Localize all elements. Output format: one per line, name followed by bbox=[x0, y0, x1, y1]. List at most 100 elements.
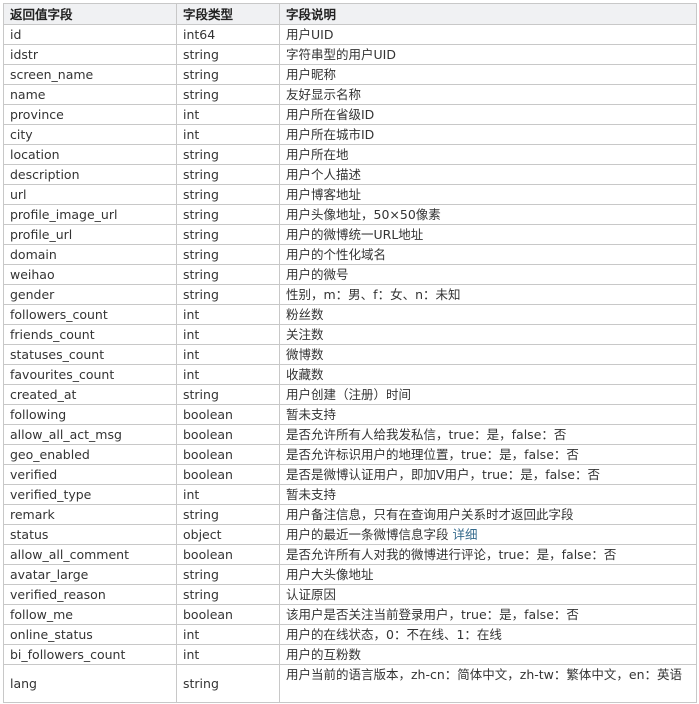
header-field: 返回值字段 bbox=[3, 3, 177, 25]
field-description: 该用户是否关注当前登录用户，true：是，false：否 bbox=[279, 604, 697, 625]
table-row: idstr string 字符串型的用户UID bbox=[3, 44, 697, 65]
field-type: int bbox=[176, 644, 280, 665]
field-name-text: location bbox=[10, 147, 60, 162]
field-name-text: created_at bbox=[10, 387, 77, 402]
field-type: boolean bbox=[176, 424, 280, 445]
field-name: weihao bbox=[3, 264, 177, 285]
field-name: avatar_large bbox=[3, 564, 177, 585]
field-description-text: 性别，m：男、f：女、n：未知 bbox=[286, 287, 461, 302]
field-name: domain bbox=[3, 244, 177, 265]
status-detail-link[interactable]: 详细 bbox=[452, 527, 478, 542]
field-description: 用户昵称 bbox=[279, 64, 697, 85]
field-name-text: following bbox=[10, 407, 67, 422]
table-row: online_status int 用户的在线状态，0：不在线、1：在线 bbox=[3, 624, 697, 645]
field-description-text: 用户UID bbox=[286, 27, 334, 42]
field-type: string bbox=[176, 584, 280, 605]
field-type-text: string bbox=[183, 147, 219, 162]
field-type: boolean bbox=[176, 544, 280, 565]
field-type-text: boolean bbox=[183, 447, 233, 462]
table-row: url string 用户博客地址 bbox=[3, 184, 697, 205]
field-description-text: 暂未支持 bbox=[286, 487, 337, 502]
field-description-text: 用户当前的语言版本，zh-cn：简体中文，zh-tw：繁体中文，en：英语 bbox=[286, 667, 683, 682]
field-type: boolean bbox=[176, 464, 280, 485]
field-type-text: int bbox=[183, 627, 200, 642]
field-type: string bbox=[176, 224, 280, 245]
field-name: online_status bbox=[3, 624, 177, 645]
table-row: verified_type int 暂未支持 bbox=[3, 484, 697, 505]
field-description: 用户所在省级ID bbox=[279, 104, 697, 125]
field-description: 用户的微号 bbox=[279, 264, 697, 285]
field-description: 用户创建（注册）时间 bbox=[279, 384, 697, 405]
field-description-text: 认证原因 bbox=[286, 587, 337, 602]
field-name-text: profile_url bbox=[10, 227, 73, 242]
field-description-text: 用户所在城市ID bbox=[286, 127, 375, 142]
field-description-text: 用户备注信息，只有在查询用户关系时才返回此字段 bbox=[286, 507, 574, 522]
field-description-text: 用户的微号 bbox=[286, 267, 349, 282]
field-type-text: string bbox=[183, 187, 219, 202]
field-description-text: 是否允许所有人对我的微博进行评论，true：是，false：否 bbox=[286, 547, 617, 562]
field-type-text: int bbox=[183, 367, 200, 382]
table-row: created_at string 用户创建（注册）时间 bbox=[3, 384, 697, 405]
field-name: idstr bbox=[3, 44, 177, 65]
field-type-text: string bbox=[183, 587, 219, 602]
field-type-text: int bbox=[183, 487, 200, 502]
field-name-text: statuses_count bbox=[10, 347, 105, 362]
field-description-text: 该用户是否关注当前登录用户，true：是，false：否 bbox=[286, 607, 579, 622]
field-type: int bbox=[176, 364, 280, 385]
field-name-text: bi_followers_count bbox=[10, 647, 126, 662]
field-name: gender bbox=[3, 284, 177, 305]
field-description: 微博数 bbox=[279, 344, 697, 365]
field-description: 是否是微博认证用户，即加V用户，true：是，false：否 bbox=[279, 464, 697, 485]
field-description: 用户的互粉数 bbox=[279, 644, 697, 665]
field-description: 用户的在线状态，0：不在线、1：在线 bbox=[279, 624, 697, 645]
field-type-text: int bbox=[183, 347, 200, 362]
field-name-text: description bbox=[10, 167, 80, 182]
field-description: 用户个人描述 bbox=[279, 164, 697, 185]
field-name-text: status bbox=[10, 527, 49, 542]
field-type: string bbox=[176, 164, 280, 185]
field-type-text: string bbox=[183, 67, 219, 82]
field-description: 收藏数 bbox=[279, 364, 697, 385]
field-name: status bbox=[3, 524, 177, 545]
table-row: id int64 用户UID bbox=[3, 24, 697, 45]
table-row: verified_reason string 认证原因 bbox=[3, 584, 697, 605]
field-name: province bbox=[3, 104, 177, 125]
table-row: remark string 用户备注信息，只有在查询用户关系时才返回此字段 bbox=[3, 504, 697, 525]
table-row: statuses_count int 微博数 bbox=[3, 344, 697, 365]
field-name-text: lang bbox=[10, 676, 37, 691]
field-type-text: boolean bbox=[183, 547, 233, 562]
field-description-text: 字符串型的用户UID bbox=[286, 47, 396, 62]
field-name: followers_count bbox=[3, 304, 177, 325]
field-name: created_at bbox=[3, 384, 177, 405]
field-type: string bbox=[176, 244, 280, 265]
field-name-text: domain bbox=[10, 247, 57, 262]
field-type-text: string bbox=[183, 167, 219, 182]
table-row: city int 用户所在城市ID bbox=[3, 124, 697, 145]
field-name: description bbox=[3, 164, 177, 185]
field-description-text: 用户所在省级ID bbox=[286, 107, 375, 122]
field-type-text: boolean bbox=[183, 407, 233, 422]
table-row: followers_count int 粉丝数 bbox=[3, 304, 697, 325]
field-name-text: friends_count bbox=[10, 327, 95, 342]
field-name: allow_all_comment bbox=[3, 544, 177, 565]
field-type: string bbox=[176, 384, 280, 405]
field-name-text: profile_image_url bbox=[10, 207, 118, 222]
field-type: boolean bbox=[176, 604, 280, 625]
field-type: string bbox=[176, 504, 280, 525]
field-type: int bbox=[176, 624, 280, 645]
field-name-text: weihao bbox=[10, 267, 55, 282]
field-name: geo_enabled bbox=[3, 444, 177, 465]
field-description: 友好显示名称 bbox=[279, 84, 697, 105]
field-description-text: 粉丝数 bbox=[286, 307, 324, 322]
table-row: follow_me boolean 该用户是否关注当前登录用户，true：是，fal… bbox=[3, 604, 697, 625]
field-description: 粉丝数 bbox=[279, 304, 697, 325]
field-description-text: 关注数 bbox=[286, 327, 324, 342]
field-type: int bbox=[176, 344, 280, 365]
field-description: 关注数 bbox=[279, 324, 697, 345]
field-name-text: online_status bbox=[10, 627, 93, 642]
field-type-text: string bbox=[183, 387, 219, 402]
header-type: 字段类型 bbox=[176, 3, 280, 25]
field-name: screen_name bbox=[3, 64, 177, 85]
field-name: following bbox=[3, 404, 177, 425]
field-type-text: int bbox=[183, 647, 200, 662]
